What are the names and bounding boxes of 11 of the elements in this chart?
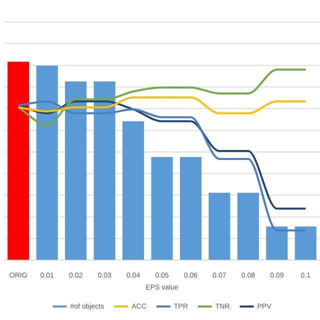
bar bbox=[208, 192, 230, 260]
bar bbox=[180, 156, 202, 260]
bar bbox=[122, 121, 144, 260]
bar bbox=[65, 82, 87, 260]
bar bbox=[94, 82, 116, 260]
bar bbox=[237, 192, 259, 260]
bar bbox=[294, 226, 316, 260]
bar bbox=[36, 66, 58, 260]
bar bbox=[8, 62, 30, 260]
bar bbox=[151, 156, 173, 260]
bar bbox=[266, 226, 288, 260]
